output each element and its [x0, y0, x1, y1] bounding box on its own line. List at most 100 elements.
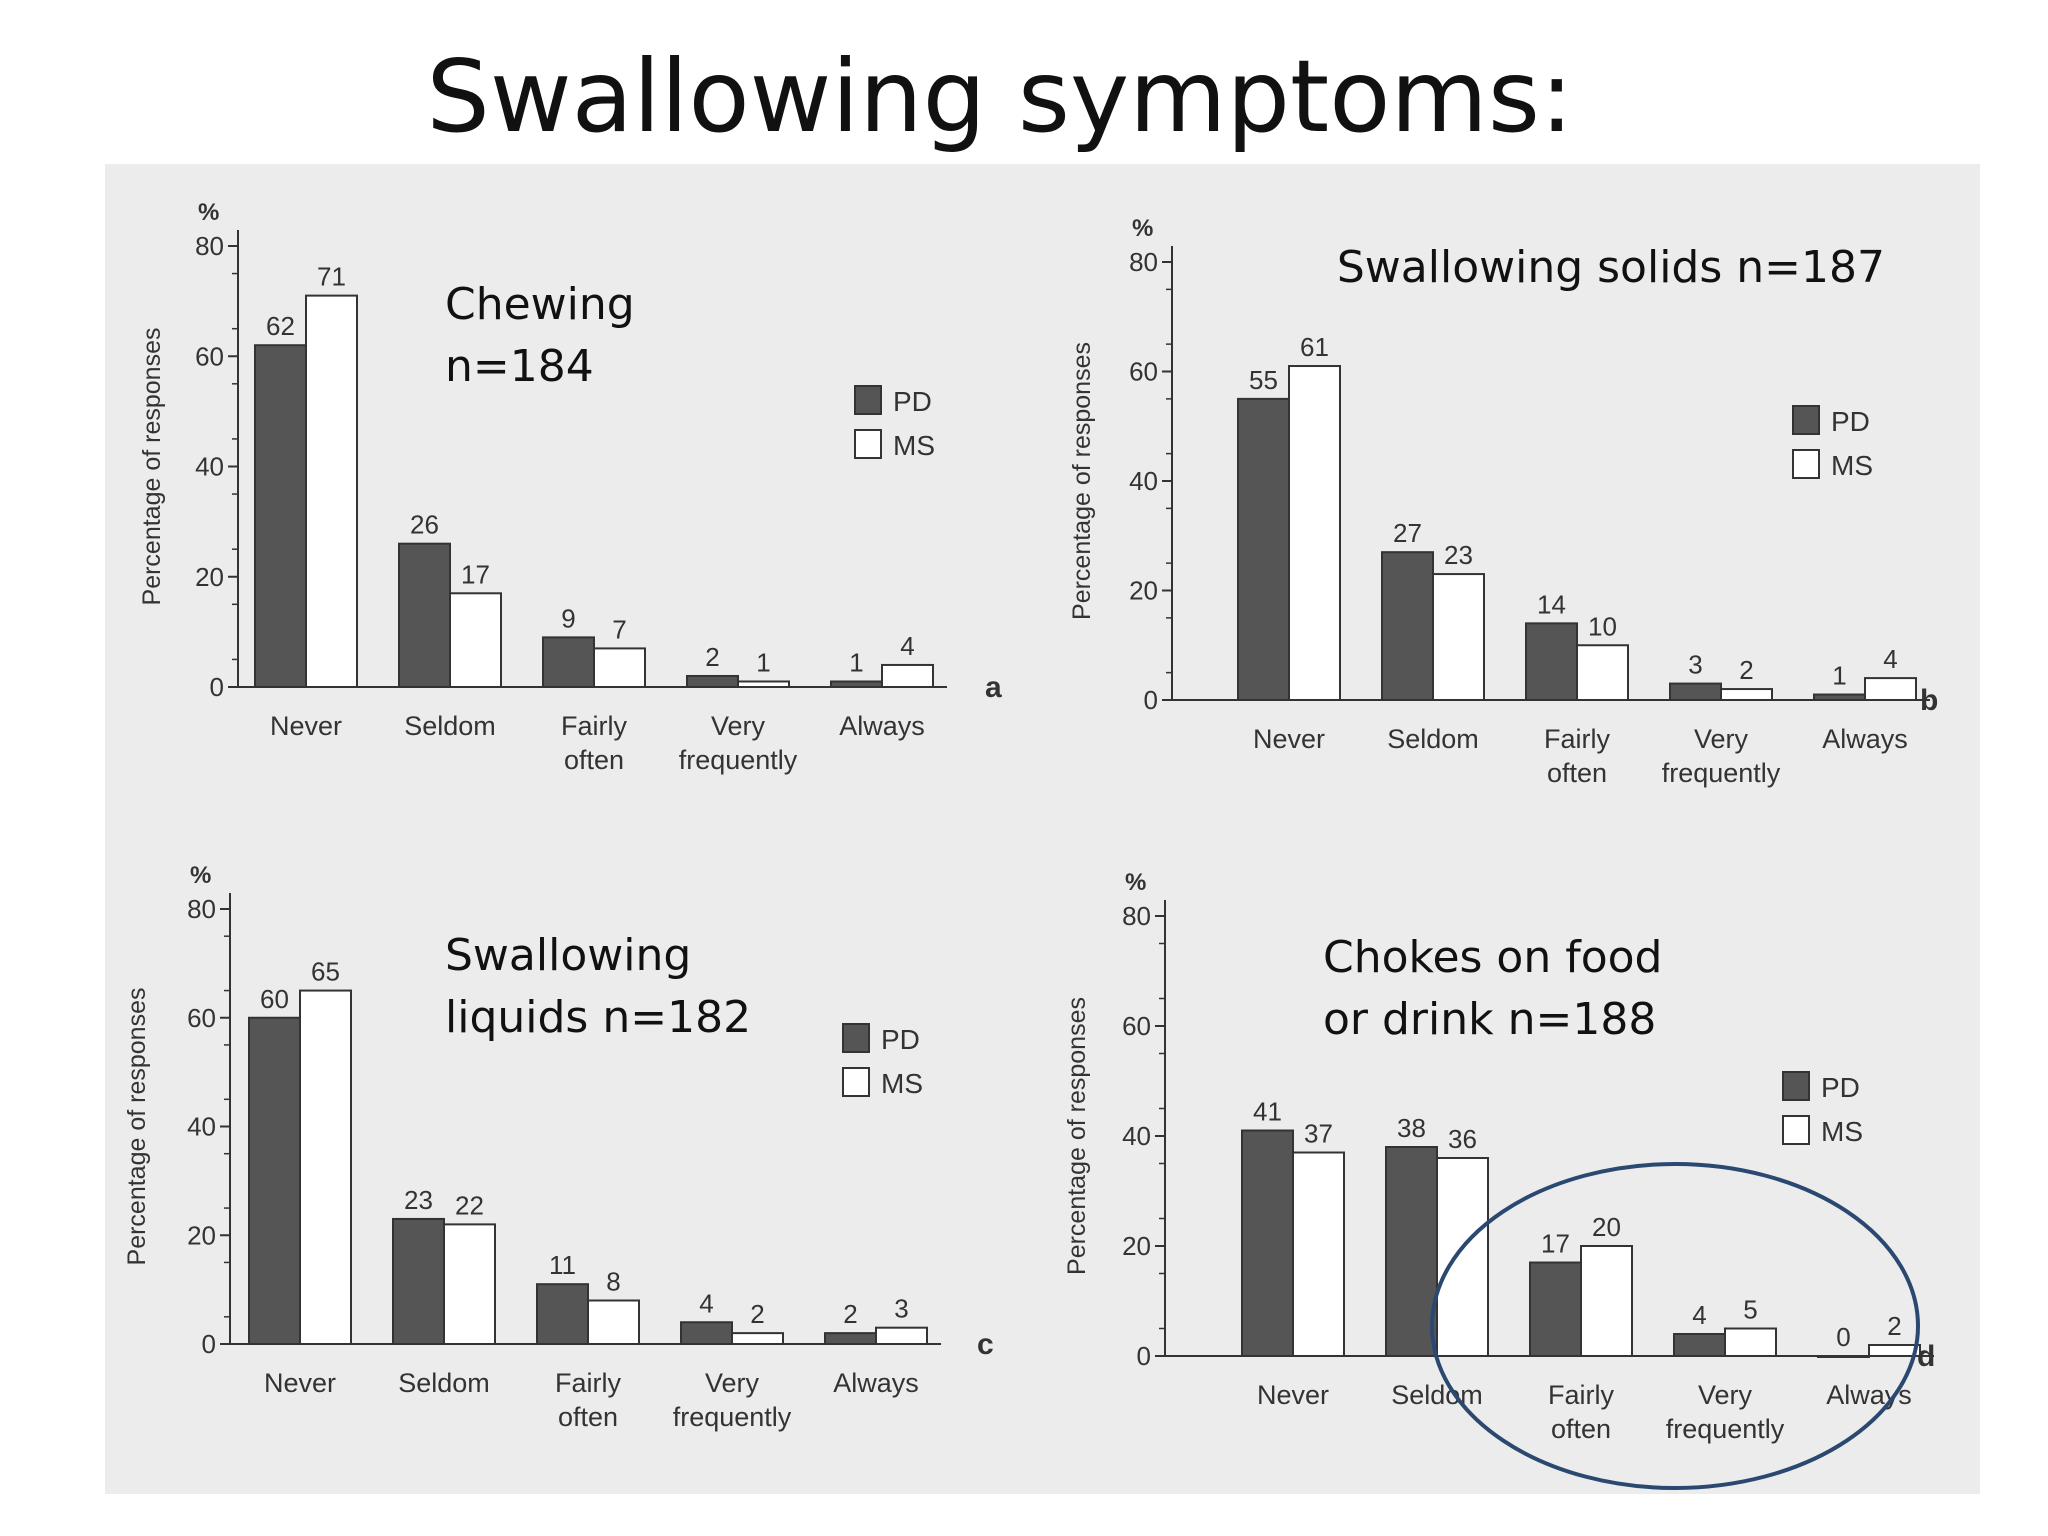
data-label-pd: 0: [1836, 1322, 1850, 1352]
legend-swatch-pd: [1792, 405, 1820, 435]
bar-ms: [593, 647, 646, 689]
slide-title: Swallowing symptoms:: [426, 38, 1574, 155]
x-tick-label: Fairly: [1548, 1380, 1614, 1410]
data-label-ms: 22: [455, 1190, 484, 1220]
bar-pd: [536, 1283, 589, 1345]
bar-ms: [587, 1299, 640, 1345]
legend-label-ms: MS: [1821, 1116, 1863, 1147]
bar-pd: [1385, 1146, 1438, 1357]
data-label-pd: 2: [705, 642, 719, 672]
legend-label-pd: PD: [1821, 1072, 1860, 1103]
x-tick-label: Fairly: [555, 1368, 621, 1398]
bar-pd: [680, 1321, 733, 1345]
y-tick-label: 60: [187, 1003, 216, 1033]
highlight-circle: [1430, 1162, 1920, 1490]
x-tick-label: often: [564, 745, 624, 775]
bar-ms: [443, 1223, 496, 1345]
chart-title: or drink n=188: [1323, 994, 1656, 1045]
y-tick-label: 80: [195, 231, 224, 261]
x-tick-label: Seldom: [404, 711, 496, 741]
data-label-pd: 1: [1832, 661, 1846, 691]
data-label-ms: 2: [1739, 655, 1753, 685]
data-label-ms: 61: [1300, 332, 1329, 362]
chart-title: Chokes on food: [1323, 932, 1662, 983]
x-tick-label: Never: [270, 711, 342, 741]
bar-pd: [1381, 551, 1434, 701]
legend-label-pd: PD: [1831, 406, 1870, 437]
data-label-pd: 41: [1253, 1097, 1282, 1127]
x-tick-label: frequently: [1666, 1414, 1785, 1444]
y-axis-title: Percentage of responses: [138, 328, 166, 606]
x-tick-label: Always: [1822, 724, 1908, 754]
bar-ms: [1580, 1245, 1633, 1357]
data-label-pd: 4: [1692, 1300, 1706, 1330]
y-tick-label: 80: [187, 894, 216, 924]
data-label-ms: 4: [900, 631, 914, 661]
legend-swatch-ms: [842, 1067, 870, 1097]
data-label-ms: 23: [1444, 540, 1473, 570]
data-label-pd: 9: [561, 603, 575, 633]
bar-ms: [875, 1326, 928, 1345]
x-tick-label: Very: [1698, 1380, 1753, 1410]
data-label-ms: 2: [1887, 1311, 1901, 1341]
bar-ms: [449, 592, 502, 689]
bar-pd: [398, 542, 451, 688]
bar-pd: [542, 636, 595, 689]
bar-ms: [1432, 573, 1485, 702]
legend-label-ms: MS: [881, 1068, 923, 1099]
data-label-pd: 38: [1397, 1113, 1426, 1143]
bar-ms: [1868, 1344, 1921, 1357]
data-label-pd: 27: [1393, 518, 1422, 548]
x-tick-label: often: [558, 1402, 618, 1432]
panel-letter: d: [1917, 1340, 1935, 1373]
bar-pd: [392, 1217, 445, 1345]
bar-ms: [731, 1332, 784, 1345]
legend-label-pd: PD: [893, 386, 932, 417]
y-axis-title: Percentage of responses: [123, 988, 151, 1266]
chart-title: Chewing: [445, 279, 635, 330]
legend-label-ms: MS: [1831, 450, 1873, 481]
data-label-ms: 36: [1448, 1124, 1477, 1154]
y-tick-label: 20: [1122, 1231, 1151, 1261]
bar-ms: [1864, 677, 1917, 701]
chart-b: 0 20 40 60 80% Percentage of responses 55 61 Nev…: [1068, 215, 1938, 788]
legend-swatch-pd: [854, 385, 882, 415]
y-tick-label: 40: [195, 452, 224, 482]
data-label-ms: 7: [612, 614, 626, 644]
chart-title: liquids n=182: [445, 992, 751, 1043]
data-label-ms: 20: [1592, 1212, 1621, 1242]
y-tick-label: 60: [195, 341, 224, 371]
x-tick-label: Always: [833, 1368, 919, 1398]
legend-swatch-ms: [1782, 1115, 1810, 1145]
data-label-ms: 17: [461, 559, 490, 589]
data-label-pd: 2: [843, 1299, 857, 1329]
bar-pd: [1669, 682, 1722, 702]
y-tick-label: 40: [1122, 1121, 1151, 1151]
bar-ms: [1720, 688, 1773, 701]
data-label-pd: 60: [260, 984, 289, 1014]
chart-title: Swallowing: [445, 930, 691, 981]
bar-ms: [1288, 365, 1341, 701]
data-label-pd: 1: [849, 647, 863, 677]
bar-pd: [1529, 1261, 1582, 1357]
bar-pd: [1817, 1355, 1870, 1358]
y-tick-label: 20: [1129, 576, 1158, 606]
x-tick-label: frequently: [679, 745, 798, 775]
bar-pd: [1525, 622, 1578, 702]
panel-letter: c: [977, 1328, 994, 1361]
y-tick-label: 40: [187, 1112, 216, 1142]
data-label-pd: 3: [1688, 650, 1702, 680]
y-unit-label: %: [1125, 869, 1146, 896]
data-label-pd: 11: [549, 1250, 576, 1280]
bar-ms: [881, 663, 934, 689]
bar-ms: [737, 680, 790, 688]
chart-title: Swallowing solids n=187: [1337, 242, 1885, 293]
bar-pd: [1237, 397, 1290, 701]
x-tick-label: Fairly: [561, 711, 627, 741]
y-tick-label: 40: [1129, 466, 1158, 496]
x-tick-label: Never: [1253, 724, 1325, 754]
bar-pd: [1673, 1333, 1726, 1357]
x-tick-label: frequently: [673, 1402, 792, 1432]
panel-letter: b: [1920, 684, 1938, 717]
data-label-pd: 17: [1541, 1229, 1570, 1259]
